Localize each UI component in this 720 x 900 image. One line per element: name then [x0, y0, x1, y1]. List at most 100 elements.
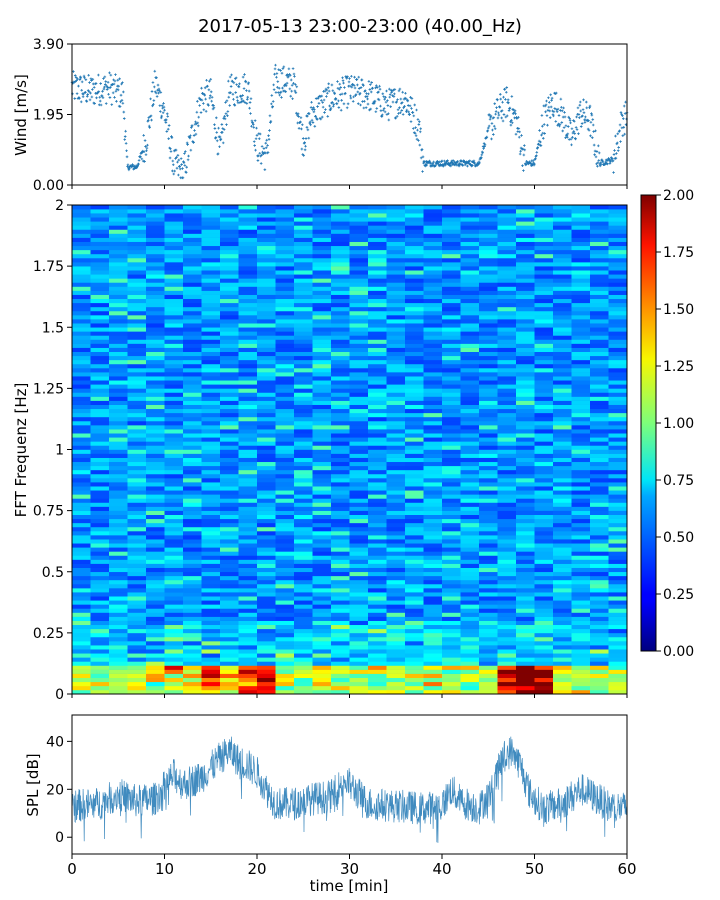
wind-point: [293, 89, 297, 93]
wind-point: [576, 106, 580, 110]
spectrogram-cell: [368, 612, 387, 617]
spectrogram-cell: [368, 249, 387, 255]
spectrogram-cell: [349, 636, 369, 642]
spectrogram-cell: [460, 461, 480, 467]
spectrogram-cell: [590, 319, 609, 324]
spectrogram-cell: [238, 339, 258, 344]
spectrogram-cell: [90, 673, 110, 678]
wind-point: [616, 149, 620, 152]
spectrogram-cell: [220, 319, 239, 324]
spectrogram-cell: [460, 363, 480, 369]
spectrogram-cell: [442, 518, 461, 524]
spectrogram-cell: [90, 404, 110, 410]
spectrogram-cell: [201, 661, 221, 666]
spl-y-tick-label: 20: [46, 782, 64, 798]
spectrogram-cell: [146, 437, 165, 442]
wind-point: [299, 120, 302, 124]
spectrogram-cell: [368, 592, 387, 597]
spectrogram-cell: [497, 518, 517, 524]
spectrogram-cell: [479, 677, 498, 683]
spectrogram-cell: [534, 677, 554, 683]
spectrogram-cell: [90, 433, 110, 438]
spectrogram-cell: [386, 368, 406, 373]
spectrogram-cell: [497, 425, 517, 430]
wind-point: [497, 111, 500, 115]
spectrogram-cell: [571, 592, 591, 597]
spectrogram-cell: [608, 306, 628, 312]
spectrogram-cell: [90, 290, 110, 295]
wind-point: [569, 121, 572, 125]
spectrogram-cell: [479, 425, 498, 430]
spectrogram-cell: [571, 429, 591, 434]
spectrogram-cell: [460, 262, 480, 267]
spectrogram-cell: [608, 498, 628, 503]
spectrogram-cell: [109, 266, 128, 271]
wind-point: [501, 119, 505, 123]
spectrogram-cell: [220, 359, 239, 365]
wind-point: [549, 105, 553, 109]
wind-point: [414, 126, 417, 129]
spectrogram-cell: [386, 351, 406, 357]
spectrogram-cell: [312, 624, 332, 630]
spectrogram-cell: [312, 359, 332, 365]
spectrogram-cell: [331, 445, 350, 450]
spectrogram-cell: [608, 229, 628, 234]
spectrogram-cell: [405, 278, 424, 283]
spectrogram-cell: [127, 535, 147, 540]
wind-point: [342, 102, 346, 106]
spectrogram-cell: [534, 510, 554, 515]
spectrogram-cell: [127, 412, 147, 418]
spectrogram-cell: [479, 502, 498, 507]
wind-point: [192, 134, 196, 137]
wind-point: [420, 148, 423, 152]
spectrogram-cell: [497, 465, 517, 471]
spectrogram-cell: [294, 685, 313, 691]
spectrogram-cell: [442, 253, 461, 259]
spectrogram-cell: [164, 600, 184, 605]
wind-point: [303, 148, 307, 152]
spectrogram-cell: [72, 392, 91, 397]
spectrogram-cell: [516, 331, 535, 336]
spectrogram-cell: [349, 661, 369, 666]
spectrogram-cell: [312, 567, 332, 573]
spectrogram-cell: [571, 315, 591, 320]
spl-x-tick-label: 60: [617, 860, 636, 878]
spectrogram-cell: [534, 665, 554, 670]
spectrogram-cell: [442, 677, 461, 683]
spectrogram-cell: [571, 522, 591, 528]
spectrogram-cell: [72, 543, 91, 548]
spectrogram-cell: [423, 624, 443, 630]
spectrogram-cell: [553, 412, 572, 418]
spectrogram-cell: [201, 555, 221, 560]
spectrogram-cell: [146, 282, 165, 287]
spectrogram-cell: [72, 685, 91, 691]
wind-point: [591, 136, 594, 139]
spectrogram-cell: [90, 302, 110, 308]
spectrogram-cell: [608, 294, 628, 300]
spectrogram-cell: [183, 628, 202, 634]
spectrogram-cell: [127, 335, 147, 340]
spectrogram-cell: [109, 331, 128, 336]
spectrogram-cell: [220, 245, 239, 251]
spectrogram-cell: [497, 266, 517, 271]
spectrogram-cell: [368, 237, 387, 242]
spectrogram-cell: [590, 465, 609, 471]
spectrogram-cell: [146, 555, 165, 560]
wind-point: [174, 148, 178, 152]
spectrogram-cell: [127, 221, 147, 226]
wind-point: [85, 100, 89, 103]
wind-point: [460, 159, 463, 163]
spectrogram-cell: [534, 282, 554, 287]
spectrogram-cell: [460, 392, 480, 397]
spectrogram-cell: [275, 343, 295, 348]
wind-point: [241, 75, 245, 79]
wind-point: [244, 80, 248, 84]
wind-point: [554, 120, 558, 123]
wind-point: [281, 86, 284, 90]
spectrogram-cell: [72, 624, 91, 630]
spectrogram-cell: [127, 608, 147, 613]
wind-point: [230, 73, 233, 77]
wind-point: [351, 100, 355, 103]
wind-point: [121, 81, 124, 84]
spectrogram-cell: [479, 368, 498, 373]
